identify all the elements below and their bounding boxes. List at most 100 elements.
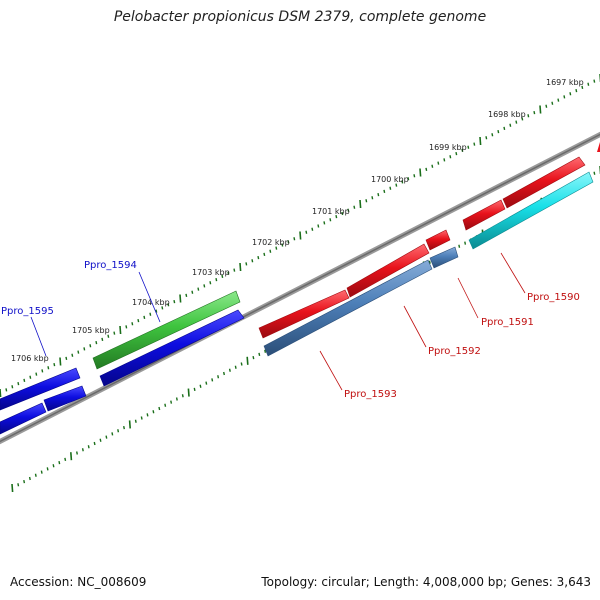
lower-track-major-tick bbox=[11, 483, 14, 493]
lower-track-minor-tick bbox=[52, 464, 55, 468]
gene-arrow-blue-left-b[interactable] bbox=[0, 402, 47, 435]
gene-arrow-blue-left-a[interactable] bbox=[43, 385, 87, 412]
upper-track-minor-tick bbox=[467, 145, 470, 149]
upper-track-minor-tick bbox=[401, 180, 404, 184]
lower-track-minor-tick bbox=[105, 435, 108, 439]
lower-track-minor-tick bbox=[258, 352, 261, 357]
upper-track-major-tick bbox=[119, 325, 122, 335]
upper-track-minor-tick bbox=[245, 262, 248, 266]
upper-track-minor-tick bbox=[209, 281, 212, 285]
lower-track-minor-tick bbox=[217, 375, 220, 379]
upper-track-minor-tick bbox=[251, 259, 254, 263]
gene-label-ppro-1590[interactable]: Ppro_1590 bbox=[527, 292, 580, 303]
gene-arrow-red-edge[interactable] bbox=[597, 142, 600, 152]
gene-arrow-ppro-1592-top[interactable] bbox=[425, 229, 451, 251]
upper-track-minor-tick bbox=[125, 325, 128, 329]
upper-track-minor-tick bbox=[413, 174, 416, 178]
upper-track-minor-tick bbox=[317, 224, 320, 228]
gene-arrow-red-left[interactable] bbox=[258, 289, 350, 339]
gene-arrow-ppro-1591-top[interactable] bbox=[462, 199, 506, 231]
lower-track-minor-tick bbox=[264, 349, 267, 353]
gene-arrow-ppro-1592[interactable] bbox=[263, 259, 433, 357]
tick-label-1698: 1698 kbp bbox=[488, 110, 526, 119]
lower-track-minor-tick bbox=[146, 413, 149, 417]
upper-track-minor-tick bbox=[443, 158, 446, 162]
gene-arrow-blue-middle[interactable] bbox=[99, 309, 245, 387]
upper-track-minor-tick bbox=[305, 230, 308, 234]
upper-track-major-tick bbox=[419, 168, 422, 177]
lower-track-minor-tick bbox=[46, 467, 49, 471]
upper-track-minor-tick bbox=[551, 101, 554, 105]
upper-track-minor-tick bbox=[533, 110, 536, 115]
upper-track-minor-tick bbox=[89, 344, 92, 348]
upper-track-minor-tick bbox=[293, 237, 296, 241]
reverse-strand-genes[interactable] bbox=[0, 171, 594, 435]
tick-label-1704: 1704 kbp bbox=[132, 298, 170, 307]
gene-label-ppro-1593[interactable]: Ppro_1593 bbox=[344, 389, 397, 400]
upper-track-minor-tick bbox=[497, 129, 500, 134]
lower-track-minor-tick bbox=[34, 473, 37, 477]
upper-track-minor-tick bbox=[227, 271, 230, 275]
upper-track-minor-tick bbox=[77, 350, 80, 354]
lower-track-minor-tick bbox=[117, 429, 120, 433]
upper-track-minor-tick bbox=[581, 85, 584, 90]
upper-track-minor-tick bbox=[287, 240, 290, 244]
callout-line-ppro-1591 bbox=[457, 277, 479, 319]
lower-track-minor-tick bbox=[240, 362, 243, 366]
upper-track-minor-tick bbox=[221, 274, 224, 279]
upper-track-minor-tick bbox=[335, 214, 338, 219]
callout-line-ppro-1594 bbox=[138, 271, 161, 323]
upper-track-minor-tick bbox=[155, 309, 158, 313]
gene-label-ppro-1595[interactable]: Ppro_1595 bbox=[1, 306, 54, 317]
upper-track-minor-tick bbox=[215, 277, 218, 282]
gene-arrow-ppro-1595-top[interactable] bbox=[0, 367, 81, 411]
lower-track-minor-tick bbox=[175, 397, 178, 401]
upper-track-minor-tick bbox=[191, 290, 194, 294]
upper-track-minor-tick bbox=[233, 268, 236, 272]
upper-track-minor-tick bbox=[173, 299, 176, 304]
tick-label-1705: 1705 kbp bbox=[72, 326, 110, 335]
lower-track-minor-tick bbox=[158, 406, 161, 411]
upper-track-minor-tick bbox=[107, 334, 110, 338]
forward-strand-genes[interactable] bbox=[0, 142, 600, 411]
tick-label-1699: 1699 kbp bbox=[429, 143, 467, 152]
gene-arrow-ppro-1593-top[interactable] bbox=[346, 243, 430, 298]
lower-track-minor-tick bbox=[193, 387, 196, 392]
tick-labels: 1697 kbp 1698 kbp 1699 kbp 1700 kbp 1701… bbox=[11, 78, 584, 363]
gene-label-ppro-1594[interactable]: Ppro_1594 bbox=[84, 260, 137, 271]
gene-label-ppro-1591[interactable]: Ppro_1591 bbox=[481, 317, 534, 328]
upper-track-minor-tick bbox=[11, 385, 14, 389]
upper-track-minor-tick bbox=[263, 252, 266, 257]
upper-track-minor-tick bbox=[503, 126, 506, 131]
upper-track-minor-tick bbox=[587, 82, 590, 86]
upper-track-minor-tick bbox=[95, 340, 98, 345]
lower-track-minor-tick bbox=[123, 425, 125, 430]
upper-track-minor-tick bbox=[449, 155, 452, 159]
lower-track-minor-tick bbox=[81, 448, 84, 452]
upper-track-major-tick bbox=[179, 294, 182, 303]
upper-track-minor-tick bbox=[269, 249, 272, 253]
upper-track-minor-tick bbox=[35, 372, 38, 376]
gene-label-ppro-1592[interactable]: Ppro_1592 bbox=[428, 346, 481, 357]
lower-track-minor-tick bbox=[17, 483, 20, 487]
upper-track-minor-tick bbox=[545, 104, 548, 108]
lower-track-minor-tick bbox=[228, 368, 231, 372]
upper-track-minor-tick bbox=[425, 167, 428, 172]
lower-track-major-tick bbox=[187, 388, 190, 397]
gene-arrow-ppro-1590-top[interactable] bbox=[502, 156, 586, 209]
lower-track-minor-tick bbox=[428, 260, 431, 264]
tick-label-1703: 1703 kbp bbox=[192, 268, 230, 277]
lower-track-minor-tick bbox=[111, 432, 114, 436]
upper-track-minor-tick bbox=[47, 366, 50, 370]
callout-line-ppro-1593 bbox=[319, 350, 343, 391]
upper-track-minor-tick bbox=[593, 79, 596, 83]
callout-line-ppro-1592 bbox=[403, 305, 427, 348]
backbone-line-shade bbox=[0, 133, 600, 443]
upper-track-major-tick bbox=[59, 357, 62, 366]
gene-arrow-ppro-1594[interactable] bbox=[92, 290, 241, 370]
gene-arrow-ppro-1591[interactable] bbox=[429, 246, 459, 269]
upper-track-minor-tick bbox=[29, 375, 32, 379]
gene-arrow-ppro-1590[interactable] bbox=[468, 171, 594, 250]
upper-track-minor-tick bbox=[203, 284, 206, 288]
